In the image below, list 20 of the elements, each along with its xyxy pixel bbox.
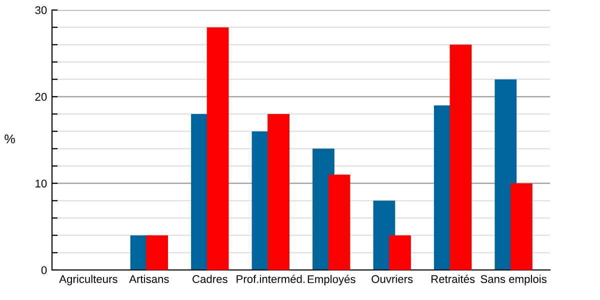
bar <box>146 235 168 270</box>
y-tick-label: 30 <box>35 6 47 14</box>
bar <box>268 114 290 270</box>
x-tick-label: Prof.interméd. <box>236 274 305 284</box>
bar <box>450 44 472 270</box>
y-tick-label: 10 <box>36 180 47 188</box>
x-tick-label: Retraités <box>432 274 475 284</box>
bar <box>510 183 532 270</box>
bar <box>328 174 350 270</box>
x-tick-label: Employés <box>308 274 356 286</box>
x-tick-label: Ouvriers <box>372 274 413 284</box>
x-tick-label: Cadres <box>192 274 228 284</box>
x-tick-label: Sans emplois <box>480 274 547 286</box>
y-axis-title: % <box>4 134 15 144</box>
y-tick-label: 20 <box>35 92 47 101</box>
bar <box>206 27 229 270</box>
x-tick-label: Agriculteurs <box>59 274 118 286</box>
y-tick-label: 0 <box>41 266 47 274</box>
bar <box>389 235 411 270</box>
x-tick-label: Artisans <box>129 274 169 284</box>
